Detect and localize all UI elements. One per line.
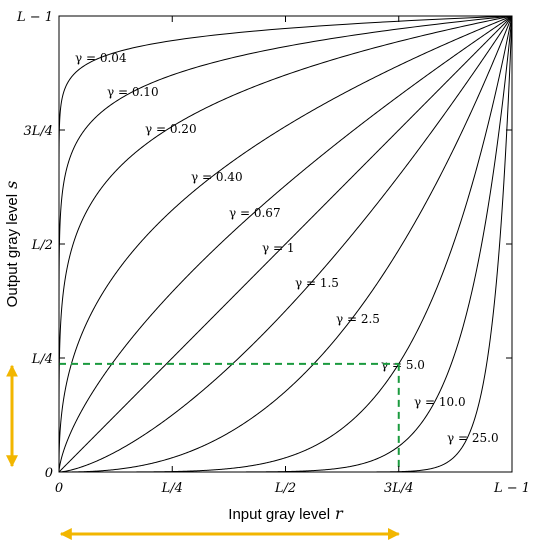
curve-gamma-2-5 (59, 15, 513, 473)
curve-gamma-0-4 (58, 15, 513, 472)
x-tick-label-3L-4: 3L/4 (384, 481, 414, 496)
curve-labels-layer: γ = 0.04 γ = 0.10 γ = 0.20 γ = 0.40 γ = 0.67… (75, 51, 499, 445)
label-gamma-0-2: γ = 0.20 (145, 122, 197, 136)
label-gamma-1-5: γ = 1.5 (295, 276, 339, 290)
label-gamma-10: γ = 10.0 (414, 395, 466, 409)
x-axis-title: Input gray level r (228, 504, 344, 523)
label-gamma-0-1: γ = 0.10 (107, 85, 159, 99)
label-gamma-2-5: γ = 2.5 (336, 312, 380, 326)
y-tick-label-L-2: L/2 (31, 238, 53, 253)
y-tick-label-L-1: L − 1 (16, 10, 53, 25)
label-gamma-25: γ = 25.0 (447, 431, 499, 445)
label-gamma-0-04: γ = 0.04 (75, 51, 127, 65)
y-tick-label-0: 0 (45, 466, 53, 481)
annotation-layer (5, 362, 400, 540)
x-tick-label-L-1: L − 1 (493, 481, 530, 496)
x-tick-label-L-2: L/2 (274, 481, 296, 496)
y-axis-title: Output gray level s (2, 181, 21, 308)
x-tick-label-0: 0 (55, 481, 63, 496)
curve-gamma-1-5 (58, 15, 513, 473)
label-gamma-5: γ = 5.0 (381, 358, 425, 372)
y-axis-variable: s (2, 181, 21, 189)
label-gamma-0-67: γ = 0.67 (229, 206, 281, 220)
label-gamma-1: γ = 1 (262, 241, 295, 255)
label-gamma-0-4: γ = 0.40 (191, 170, 243, 184)
y-tick-label-L-4: L/4 (31, 352, 53, 367)
x-axis-variable: r (335, 504, 344, 523)
x-axis-title-text: Input gray level (228, 506, 330, 523)
curve-gamma-1 (58, 15, 513, 473)
x-tick-label-L-4: L/4 (161, 481, 183, 496)
y-tick-label-3L-4: 3L/4 (23, 124, 53, 139)
curve-gamma-0-67 (58, 15, 513, 473)
y-axis-title-text: Output gray level (4, 194, 21, 307)
ticks-layer: 0 L/4 L/2 3L/4 L − 1 0 L/4 L/2 3L/4 L − 1 (16, 10, 530, 496)
